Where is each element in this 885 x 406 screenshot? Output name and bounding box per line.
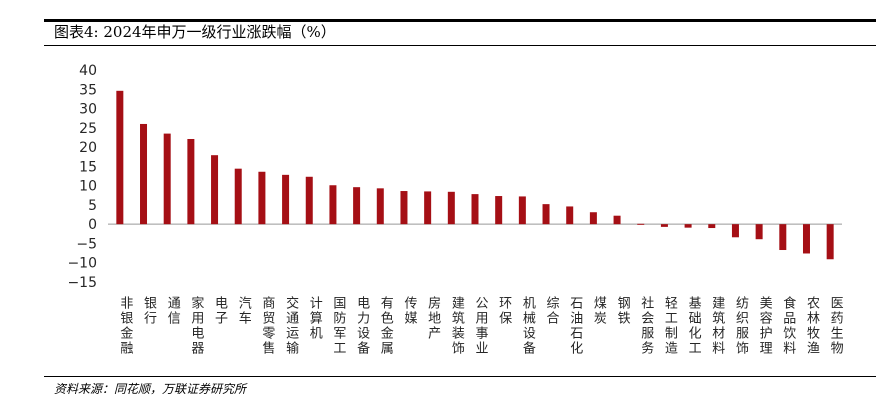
x-category-label: 银行 — [141, 296, 157, 326]
title-divider — [44, 45, 876, 46]
bottom-rule — [44, 376, 876, 377]
bar — [116, 90, 124, 225]
x-category-label: 医药生物 — [828, 296, 844, 356]
x-category-label: 石油石化 — [567, 296, 583, 356]
x-category-label: 非银金融 — [117, 296, 133, 356]
x-category-label: 建筑装饰 — [449, 296, 465, 356]
top-rule — [44, 19, 876, 22]
x-category-label: 煤炭 — [591, 296, 607, 326]
bar — [140, 123, 148, 225]
bar — [447, 191, 455, 225]
bar — [802, 224, 810, 254]
bar — [376, 188, 384, 225]
bar — [163, 133, 171, 225]
bar — [779, 224, 787, 251]
x-category-label: 机械设备 — [520, 296, 536, 356]
bar — [542, 204, 550, 225]
x-category-label: 电子 — [212, 296, 228, 326]
x-category-label: 农林牧渔 — [804, 296, 820, 356]
bar — [471, 194, 479, 225]
x-category-label: 国防军工 — [330, 296, 346, 356]
x-category-label: 家用电器 — [188, 295, 204, 356]
y-tick-label: 35 — [79, 82, 97, 98]
y-tick-label: 10 — [79, 179, 97, 195]
bar — [684, 224, 692, 228]
bar — [826, 224, 834, 260]
bar — [731, 224, 739, 238]
x-category-label: 通信 — [165, 296, 181, 326]
bar — [187, 138, 195, 225]
y-tick-label: 0 — [88, 217, 97, 233]
bar — [400, 191, 408, 225]
x-category-label: 环保 — [496, 296, 512, 326]
x-category-label: 房地产 — [425, 295, 441, 341]
x-category-label: 钢铁 — [615, 296, 631, 326]
figure-title: 图表4: 2024年申万一级行业涨跌幅（%） — [54, 23, 336, 41]
x-category-label: 轻工制造 — [662, 296, 678, 356]
source-note: 资料来源：同花顺，万联证券研究所 — [54, 382, 247, 396]
bar — [518, 196, 526, 225]
bar — [613, 215, 621, 225]
bar — [258, 171, 266, 225]
x-category-label: 计算机 — [307, 296, 323, 341]
x-category-label: 综合 — [544, 296, 560, 326]
bar — [566, 206, 574, 225]
x-category-label: 基础化工 — [686, 296, 702, 356]
x-category-label: 纺织服饰 — [733, 296, 749, 356]
bar — [589, 212, 597, 225]
y-tick-label: −15 — [67, 275, 97, 291]
x-category-label: 电力设备 — [354, 296, 370, 356]
bar — [305, 176, 313, 225]
x-category-label: 有色金属 — [378, 296, 394, 356]
y-tick-label: −10 — [67, 256, 97, 272]
bar — [755, 224, 763, 240]
bar — [495, 196, 503, 225]
x-category-label: 商贸零售 — [259, 296, 275, 356]
bar — [329, 185, 337, 225]
x-category-label: 汽车 — [236, 296, 252, 326]
bar — [353, 187, 361, 225]
x-category-label: 公用事业 — [473, 296, 489, 356]
x-category-label: 建筑材料 — [709, 296, 725, 356]
y-tick-label: 30 — [79, 102, 97, 118]
x-category-label: 传媒 — [401, 296, 417, 326]
bar — [234, 168, 242, 225]
bar — [637, 223, 645, 225]
y-tick-label: 5 — [88, 198, 97, 214]
y-tick-label: 20 — [79, 140, 97, 156]
x-category-label: 食品饮料 — [780, 295, 796, 356]
bar — [282, 174, 290, 225]
y-tick-label: 25 — [79, 121, 97, 137]
x-category-label: 交通运输 — [283, 295, 299, 356]
bar — [660, 224, 668, 227]
bar — [424, 191, 432, 225]
bar — [708, 224, 716, 229]
y-tick-label: 15 — [79, 159, 97, 175]
y-tick-label: 40 — [79, 63, 97, 79]
x-category-label: 美容护理 — [757, 296, 773, 356]
bar — [211, 155, 219, 225]
y-tick-label: −5 — [76, 236, 97, 252]
x-category-label: 社会服务 — [638, 295, 654, 356]
